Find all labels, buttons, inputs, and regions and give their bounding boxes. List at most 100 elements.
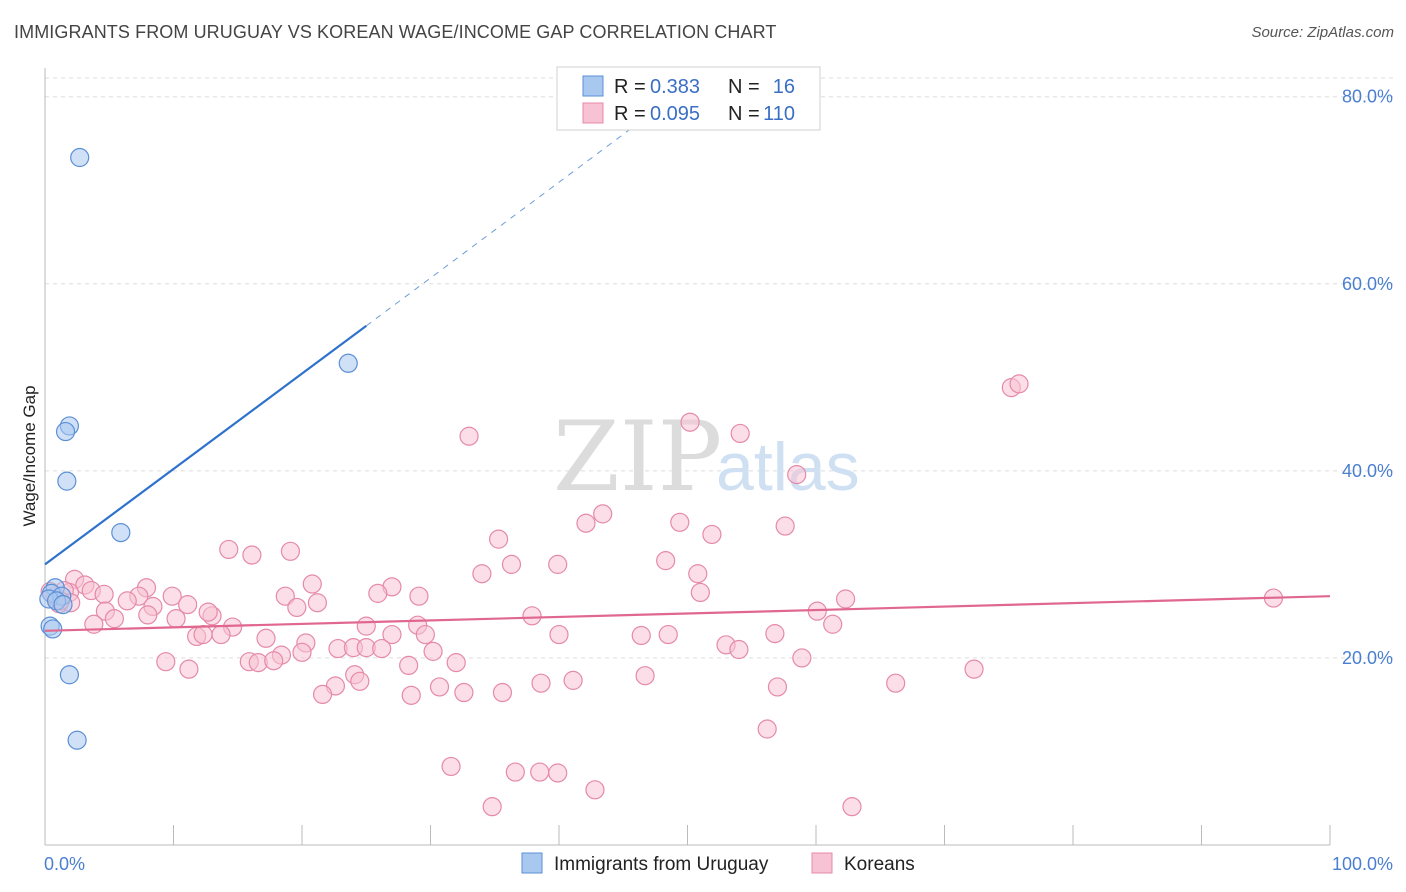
data-point-korean [576,513,596,533]
data-point-korean [287,597,307,618]
y-tick-label: 60.0% [1342,274,1393,294]
data-point-korean [531,673,551,693]
data-point-korean [162,586,182,606]
y-tick-label: 80.0% [1342,87,1393,107]
data-point-korean [842,797,862,817]
data-point-korean [292,642,312,662]
data-point-korean [372,638,392,659]
legend-bottom-swatch-korean [811,852,833,874]
data-point-korean [399,655,419,676]
watermark: ZIP atlas [553,401,860,513]
axes-layer: 20.0% 40.0% 60.0% 80.0% [44,68,1393,846]
legend-bottom-label-korean: Koreans [844,854,915,875]
data-point-korean [964,659,984,679]
data-point-korean [423,641,443,661]
data-point-korean [280,541,301,561]
data-point-korean [492,682,513,703]
data-point-korean [198,602,218,622]
data-point-korean [585,780,605,800]
legend-r-label: R = [614,103,646,125]
data-point-korean [792,648,812,668]
data-point-korean [302,574,322,594]
data-point-korean [886,673,906,693]
data-point-korean [350,671,370,691]
data-point-korean [368,583,388,603]
data-point-uruguay [59,665,80,685]
legend-swatch-korean [582,102,604,124]
data-point-korean [549,624,569,645]
data-point-korean [178,595,198,615]
data-point-korean [631,625,651,646]
y-tick-label: 40.0% [1342,461,1393,481]
data-point-korean [382,624,402,645]
data-point-korean [730,423,750,444]
legend-n-label: N = [728,76,760,98]
data-point-korean [401,685,421,705]
data-point-uruguay [53,595,73,615]
data-point-uruguay [55,421,76,442]
trend-layer [44,124,1331,632]
data-point-korean [429,677,450,697]
data-point-korean [193,624,213,645]
trend-line-uruguay-extension [365,124,637,327]
trend-line-korean [44,595,1331,632]
data-point-korean [256,628,276,648]
data-point-korean [729,639,749,660]
data-point-korean [459,426,479,446]
legend-r-label: R = [614,76,646,98]
legend-r-value-korean: 0.095 [650,103,700,125]
data-point-korean [522,606,542,626]
data-point-korean [505,762,525,782]
data-point-korean [548,763,568,783]
data-point-korean [688,564,708,584]
data-point-uruguay [338,353,358,373]
data-point-korean [179,659,199,679]
data-point-korean [548,554,568,574]
legend-r-value-uruguay: 0.383 [650,76,700,98]
data-point-korean [823,614,843,634]
data-point-korean [472,564,492,584]
data-point-korean [702,524,722,545]
legend-bottom-label-uruguay: Immigrants from Uruguay [554,854,769,875]
legend-bottom: Immigrants from Uruguay Koreans [521,852,915,875]
grid-layer [45,77,1393,659]
data-point-korean [1009,374,1029,394]
legend-swatch-uruguay [582,75,604,97]
data-point-korean [680,412,700,432]
data-point-korean [356,616,376,636]
data-point-korean [219,539,239,560]
data-point-korean [658,624,678,645]
legend-n-value-uruguay: 16 [773,76,795,98]
y-tick-label: 20.0% [1342,648,1393,668]
data-point-korean [757,719,777,739]
data-point-korean [670,512,690,532]
data-point-korean [593,504,613,524]
data-point-korean [563,670,583,690]
data-point-korean [307,593,328,613]
data-point-korean [635,666,655,686]
chart-title: IMMIGRANTS FROM URUGUAY VS KOREAN WAGE/I… [14,22,777,42]
data-point-uruguay [67,730,87,750]
data-point-korean [156,652,176,672]
x-tick-label-min: 0.0% [44,854,85,874]
data-point-korean [482,797,502,817]
legend-n-label: N = [728,103,760,125]
data-point-korean [441,756,461,777]
data-point-korean [409,586,429,606]
data-point-korean [242,545,262,565]
data-point-korean [138,605,158,625]
legend-top: R = 0.383 N = 16 R = 0.095 N = 110 [556,66,821,131]
data-point-korean [767,677,788,697]
legend-bottom-swatch-uruguay [521,852,543,874]
data-point-korean [312,684,333,705]
data-point-korean [765,624,785,644]
data-point-korean [454,682,474,703]
y-axis-label: Wage/Income Gap [20,385,39,526]
data-point-korean [94,584,114,604]
data-point-korean [530,762,550,782]
data-point-korean [117,591,137,611]
trend-line-uruguay [44,324,367,566]
x-tick-label-max: 100.0% [1332,854,1393,874]
data-point-korean [211,624,231,645]
